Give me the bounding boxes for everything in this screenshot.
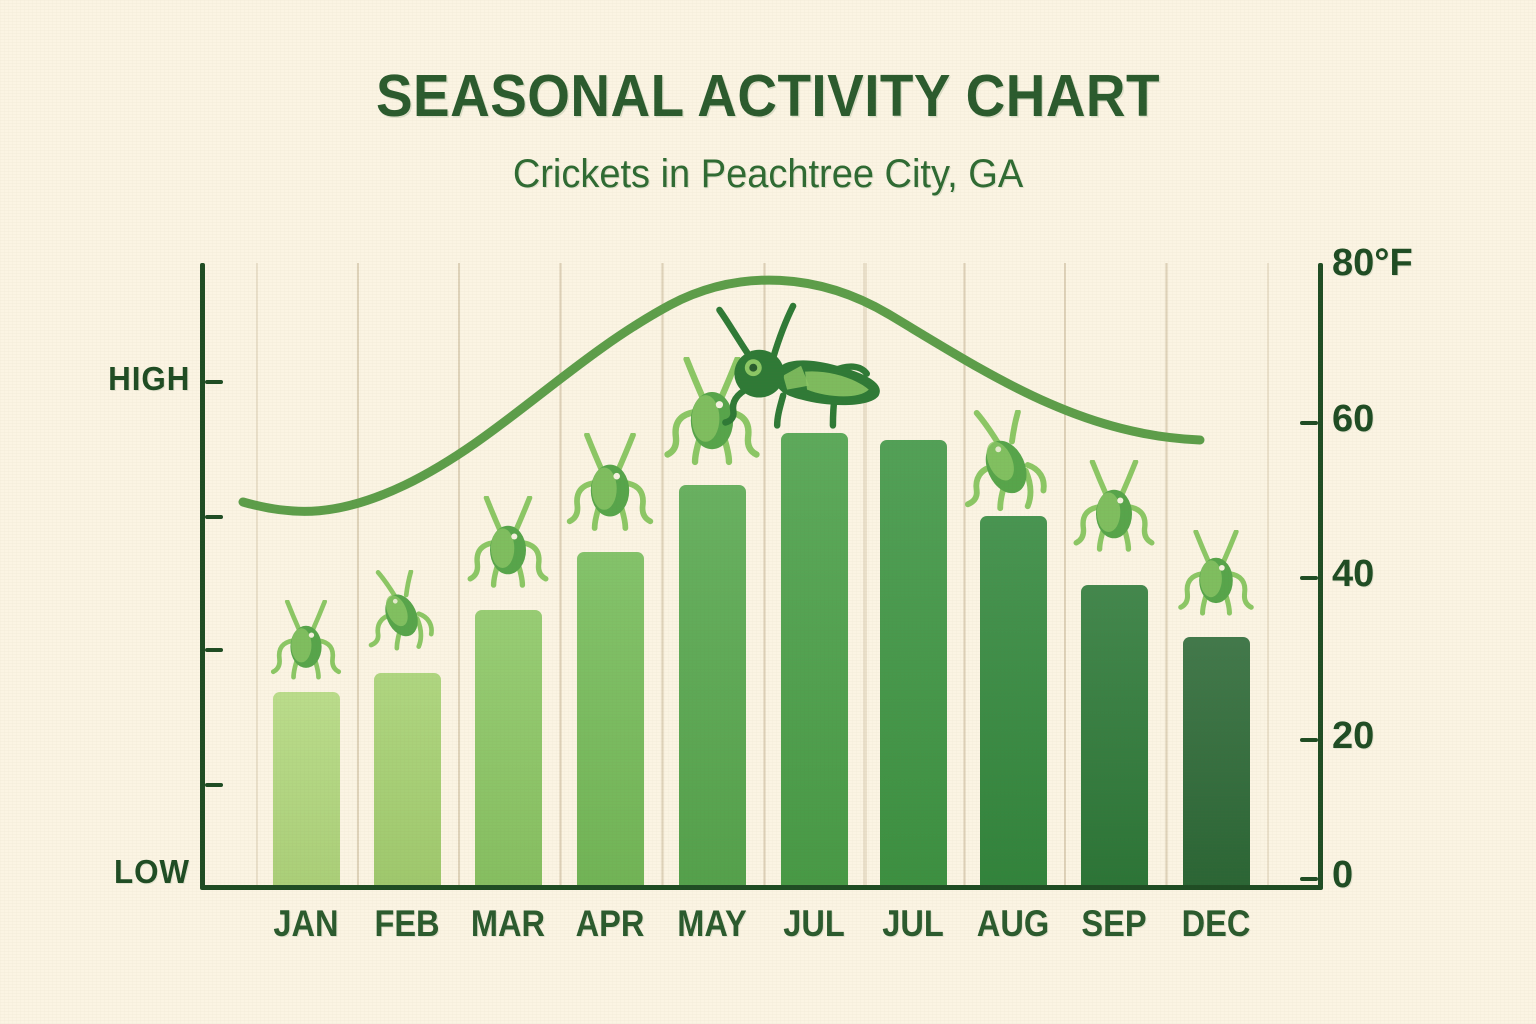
y-axis-right-label-3: 20 [1332, 715, 1375, 757]
temperature-curve [238, 275, 1205, 516]
y-axis-left [200, 263, 205, 889]
x-axis-label-sep-8: SEP [1081, 903, 1147, 944]
y-axis-right-tick-1 [1300, 576, 1318, 580]
grid-line [864, 263, 867, 885]
x-axis-label-jul-6: JUL [882, 903, 944, 944]
page-title: SEASONAL ACTIVITY CHART [375, 63, 1161, 129]
cricket-icon-jul-5 [709, 300, 919, 439]
y-axis-left-tick-2 [205, 648, 223, 652]
x-axis-label-dec-9: DEC [1181, 903, 1251, 944]
bar-dec-9[interactable] [1182, 637, 1250, 885]
grid-line [1165, 263, 1168, 885]
cricket-icon-sep-8 [1069, 459, 1159, 564]
y-axis-left-tick-1 [205, 515, 223, 519]
y-axis-right-tick-3 [1300, 877, 1318, 881]
y-axis-right-tick-0 [1300, 421, 1318, 425]
grid-line [762, 263, 765, 885]
grid-line [1063, 263, 1066, 885]
x-axis-labels: JAN FEB MAR APR MAY JUL JUL AUG SEP DEC [200, 903, 1323, 963]
grid-line [963, 263, 966, 885]
bar-sep-8[interactable] [1080, 585, 1148, 885]
bar-jan-0[interactable] [272, 692, 340, 885]
grid-line [660, 263, 663, 885]
bar-jul-6[interactable] [879, 440, 947, 885]
grid-line [763, 263, 766, 885]
x-axis-label-feb-1: FEB [374, 903, 440, 944]
x-axis [200, 885, 1323, 890]
grid-line [356, 263, 359, 885]
grid-line [356, 263, 359, 885]
bar-aug-7[interactable] [979, 516, 1047, 885]
cricket-icon-aug-7 [959, 409, 1067, 523]
x-axis-label-jan-0: JAN [273, 903, 339, 944]
bar-apr-3[interactable] [576, 552, 644, 885]
y-axis-right-tick-2 [1300, 738, 1318, 742]
grid-line [962, 263, 965, 885]
grid-line [1164, 263, 1167, 885]
y-axis-right [1318, 263, 1323, 889]
bar-mar-2[interactable] [474, 610, 542, 885]
cricket-icon-feb-1 [364, 569, 450, 661]
x-axis-label-aug-7: AUG [976, 903, 1050, 944]
x-axis-label-jul-5: JUL [783, 903, 845, 944]
y-axis-left-tick-0 [205, 380, 223, 384]
bar-jul-5[interactable] [780, 433, 848, 885]
bar-may-4[interactable] [678, 485, 746, 885]
grid-line [558, 263, 561, 885]
grid-line [1266, 263, 1269, 885]
chart-subtitle: Crickets in Peachtree City, GA [512, 152, 1024, 196]
y-axis-left-tick-3 [205, 783, 223, 787]
y-axis-right-label-1: 60 [1332, 398, 1375, 440]
bar-feb-1[interactable] [373, 673, 441, 885]
y-axis-left-label-low: LOW [114, 853, 191, 890]
y-axis-right-label-2: 40 [1332, 553, 1375, 595]
cricket-icon-jan-0 [267, 599, 345, 691]
cricket-icon-may-4 [659, 355, 765, 479]
grid-line [559, 263, 562, 885]
y-axis-right-label-0: 80°F [1332, 242, 1413, 284]
y-axis-left-label-high: HIGH [107, 360, 190, 397]
grid-line [457, 263, 460, 885]
x-axis-label-mar-2: MAR [470, 903, 546, 944]
cricket-icon-apr-3 [562, 432, 658, 544]
y-axis-right-label-4: 0 [1332, 854, 1354, 896]
plot-area [200, 263, 1323, 885]
cricket-icon-mar-2 [463, 495, 553, 600]
grid-line [255, 263, 258, 885]
x-axis-label-may-4: MAY [677, 903, 747, 944]
grid-line [457, 263, 460, 885]
x-axis-label-apr-3: APR [575, 903, 645, 944]
grid-line [661, 263, 664, 885]
grid-line [1063, 263, 1066, 885]
cricket-icon-dec-9 [1174, 529, 1258, 627]
grid-line [862, 263, 865, 885]
